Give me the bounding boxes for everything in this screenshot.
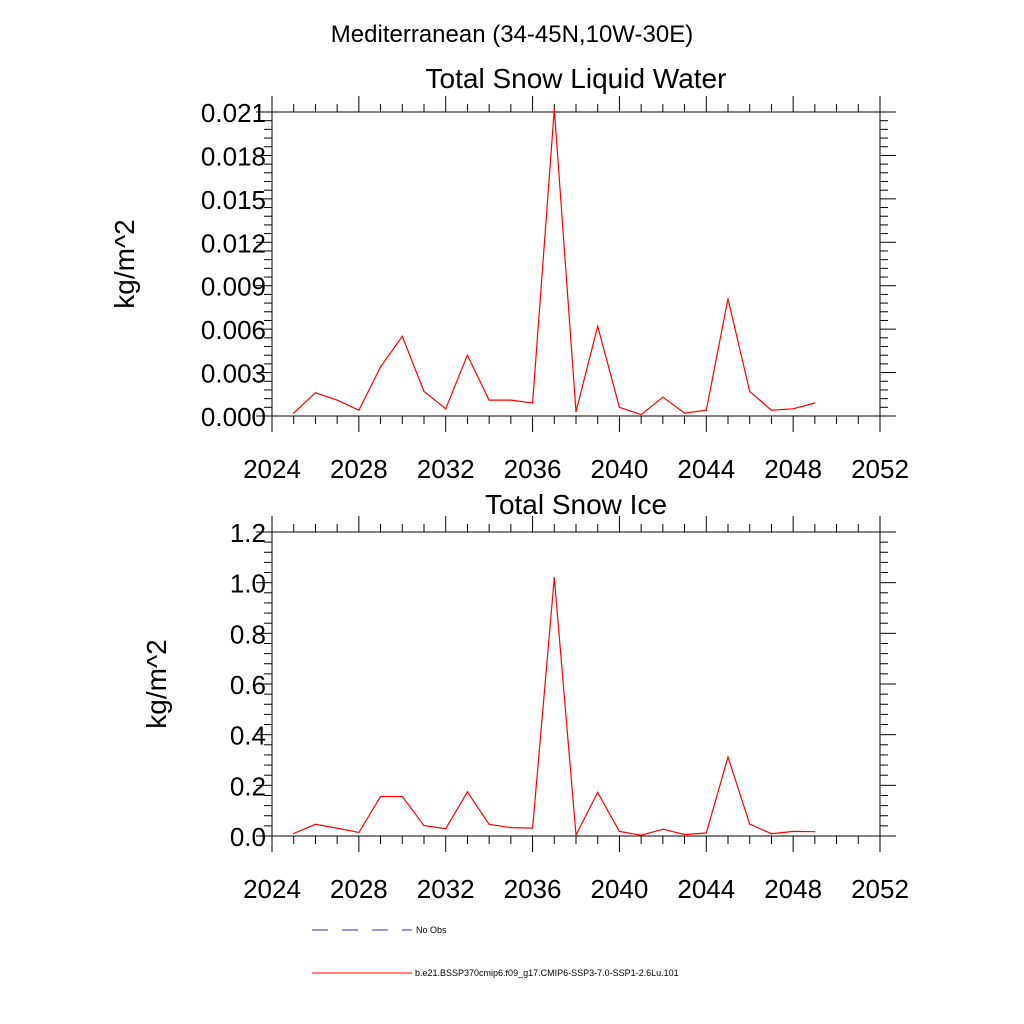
x-tick-label: 2028: [330, 874, 388, 904]
data-point: [510, 827, 512, 829]
y-tick-label: 0.018: [201, 141, 266, 171]
y-tick-label: 0.8: [230, 619, 266, 649]
data-point: [597, 791, 599, 794]
data-point: [618, 830, 621, 833]
x-tick-label: 2052: [851, 454, 909, 484]
data-point: [705, 409, 707, 411]
data-point: [379, 366, 382, 368]
data-point: [531, 827, 534, 829]
data-point: [531, 402, 534, 404]
data-point: [575, 834, 577, 836]
x-tick-label: 2040: [591, 454, 649, 484]
x-tick-label: 2048: [764, 454, 822, 484]
data-point: [662, 828, 664, 830]
legend: No Obs b.e21.BSSP370cmip6.f09_g17.CMIP6-S…: [312, 925, 679, 978]
chart-panel-2: Total Snow Ice kg/m^2 2024 2028 2032 2036 2040…: [141, 489, 909, 904]
data-point: [727, 756, 729, 758]
plot-frame: [271, 111, 881, 417]
data-point: [336, 399, 338, 401]
data-point: [401, 795, 403, 798]
data-point: [293, 412, 295, 414]
data-point: [640, 413, 642, 416]
x-tick-label: 2044: [677, 454, 735, 484]
chart-title: Total Snow Liquid Water: [426, 63, 727, 94]
y-axis-label: kg/m^2: [141, 639, 172, 728]
data-point: [792, 408, 794, 410]
x-tick-label: 2052: [851, 874, 909, 904]
x-tick-label: 2024: [243, 454, 301, 484]
data-point: [705, 832, 707, 834]
y-tick-label: 0.021: [201, 98, 266, 128]
data-point: [314, 392, 317, 394]
main-title: Mediterranean (34-45N,10W-30E): [331, 21, 693, 48]
x-tick-label: 2036: [504, 874, 562, 904]
x-tick-label: 2036: [504, 454, 562, 484]
plot-frame: [271, 531, 881, 837]
chart-title: Total Snow Ice: [485, 489, 667, 520]
y-axis-label: kg/m^2: [109, 219, 140, 308]
data-point: [640, 834, 642, 836]
data-point: [792, 830, 794, 833]
data-point: [423, 390, 425, 392]
legend-label: No Obs: [416, 925, 447, 935]
data-point: [401, 335, 403, 337]
series-line: [293, 577, 815, 838]
y-tick-label: 0.000: [201, 402, 266, 432]
x-tick-label: 2028: [330, 454, 388, 484]
y-tick-label: 0.0: [230, 822, 266, 852]
data-point: [727, 298, 729, 300]
data-point: [423, 825, 425, 827]
data-point: [445, 408, 447, 410]
data-point: [683, 412, 686, 414]
data-point: [597, 325, 599, 327]
data-point: [510, 399, 512, 401]
x-tick-label: 2048: [764, 874, 822, 904]
y-tick-label: 0.4: [230, 721, 266, 751]
chart-panel-1: Total Snow Liquid Water kg/m^2 2024 2028 203…: [109, 63, 909, 484]
y-tick-label: 0.009: [201, 272, 266, 302]
data-point: [488, 823, 490, 825]
y-tick-label: 0.6: [230, 670, 266, 700]
data-point: [336, 827, 338, 829]
y-tick-label: 0.012: [201, 228, 266, 258]
data-point: [314, 823, 317, 825]
data-point: [749, 823, 751, 825]
data-point: [466, 791, 469, 793]
data-point: [488, 399, 490, 401]
data-point: [770, 409, 773, 411]
data-point: [814, 402, 816, 404]
data-point: [358, 409, 360, 411]
data-point: [553, 577, 555, 579]
legend-label: b.e21.BSSP370cmip6.f09_g17.CMIP6-SSP3-7.…: [415, 968, 679, 978]
x-tick-label: 2024: [243, 874, 301, 904]
x-tick-label: 2032: [417, 874, 475, 904]
data-point: [662, 396, 664, 398]
series-line: [293, 109, 816, 416]
data-point: [683, 833, 686, 836]
y-tick-label: 0.2: [230, 771, 266, 801]
y-tick-label: 1.0: [230, 569, 266, 599]
data-point: [379, 795, 382, 798]
x-tick-label: 2032: [417, 454, 475, 484]
data-point: [814, 831, 816, 833]
data-point: [466, 354, 469, 356]
data-point: [553, 108, 555, 110]
data-point: [770, 833, 773, 835]
x-tick-label: 2040: [591, 874, 649, 904]
y-tick-label: 1.2: [230, 518, 266, 548]
data-point: [445, 828, 447, 830]
data-point: [749, 390, 751, 392]
y-tick-label: 0.006: [201, 315, 266, 345]
x-tick-label: 2044: [677, 874, 735, 904]
data-point: [575, 411, 577, 413]
chart-panels: Total Snow Liquid Water kg/m^2 2024 2028 203…: [109, 63, 909, 904]
data-point: [358, 831, 360, 834]
y-tick-label: 0.015: [201, 185, 266, 215]
data-point: [618, 406, 621, 408]
y-tick-label: 0.003: [201, 359, 266, 389]
data-point: [293, 832, 295, 835]
